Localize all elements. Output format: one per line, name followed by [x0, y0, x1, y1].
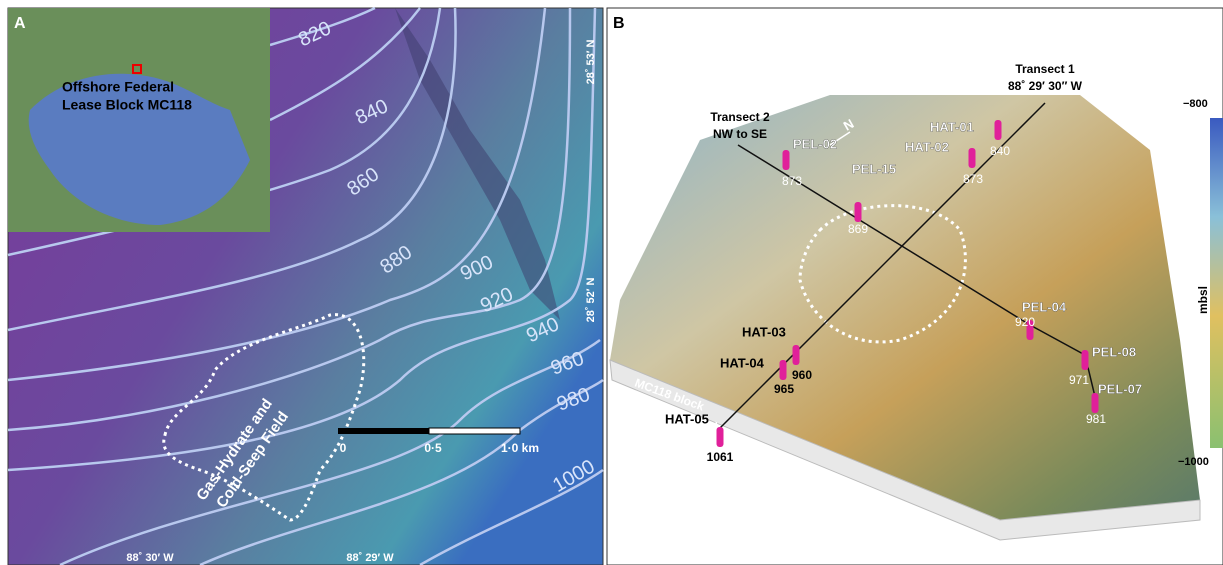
panel-label: B [613, 15, 625, 32]
station-name: HAT-04 [720, 355, 765, 370]
transect-subtitle: NW to SE [713, 127, 767, 141]
transect-subtitle: 88˚ 29′ 30″ W [1008, 79, 1083, 93]
scale-label: 0 [340, 441, 347, 455]
colorbar-min: −1000 [1178, 456, 1209, 468]
colorbar [1210, 118, 1223, 448]
station-marker [793, 345, 800, 365]
station-depth: 873 [782, 174, 802, 188]
station-marker [717, 427, 724, 447]
station-marker [783, 150, 790, 170]
inset-label: Offshore Federal [62, 79, 174, 95]
scale-label: 0·5 [424, 441, 442, 455]
panel-label: A [14, 15, 26, 32]
station-name: HAT-01 [930, 119, 974, 134]
page: {"panel_a": {"label": "A", "inset_label"… [0, 0, 1223, 565]
latitude-label: 28˚ 53′ N [585, 40, 597, 85]
station-depth: 920 [1015, 315, 1035, 329]
station-name: PEL-07 [1098, 381, 1142, 396]
station-depth: 1061 [707, 450, 734, 464]
station-name: PEL-08 [1092, 344, 1136, 359]
inset-label: Lease Block MC118 [62, 97, 192, 113]
figure: AOffshore FederalLease Block MC118820840… [0, 0, 1223, 565]
colorbar-label: mbsl [1196, 286, 1210, 314]
station-depth: 873 [963, 172, 983, 186]
station-depth: 965 [774, 382, 794, 396]
station-depth: 869 [848, 222, 868, 236]
station-depth: 981 [1086, 412, 1106, 426]
station-name: HAT-03 [742, 324, 786, 339]
station-marker [969, 148, 976, 168]
station-name: HAT-02 [905, 139, 949, 154]
station-marker [780, 360, 787, 380]
colorbar-max: −800 [1183, 98, 1208, 110]
scale-bar [429, 428, 520, 434]
transect-title: Transect 1 [1015, 62, 1075, 76]
station-name: PEL-02 [793, 136, 837, 151]
transect-title: Transect 2 [710, 110, 770, 124]
station-depth: 960 [792, 368, 812, 382]
panel-b [607, 8, 1223, 565]
station-name: HAT-05 [665, 411, 709, 426]
longitude-label: 88˚ 30′ W [126, 552, 174, 564]
station-depth: 971 [1069, 373, 1089, 387]
scale-label: 1·0 km [501, 441, 539, 455]
latitude-label: 28˚ 52′ N [585, 278, 597, 323]
station-marker [995, 120, 1002, 140]
longitude-label: 88˚ 29′ W [346, 552, 394, 564]
scale-bar [338, 428, 429, 434]
station-marker [855, 202, 862, 222]
station-depth: 840 [990, 144, 1010, 158]
station-name: PEL-15 [852, 161, 896, 176]
station-marker [1082, 350, 1089, 370]
station-name: PEL-04 [1022, 299, 1067, 314]
